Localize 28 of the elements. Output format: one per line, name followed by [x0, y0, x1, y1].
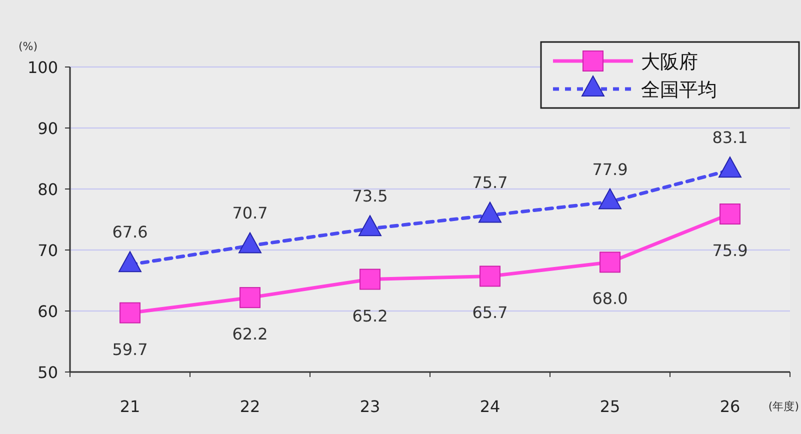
- y-tick-label: 90: [38, 119, 58, 138]
- data-label: 75.9: [712, 241, 748, 260]
- legend-label: 大阪府: [641, 51, 698, 73]
- y-tick-label: 60: [38, 302, 58, 321]
- x-tick-label: 24: [480, 397, 500, 416]
- x-axis-title: (年度): [768, 400, 799, 413]
- data-label: 67.6: [112, 222, 148, 242]
- data-label: 77.9: [592, 160, 628, 179]
- legend-label: 全国平均: [641, 79, 717, 101]
- data-label: 59.7: [112, 340, 148, 359]
- x-tick-label: 23: [360, 397, 380, 416]
- y-tick-label: 80: [38, 180, 58, 199]
- x-tick-label: 25: [600, 397, 620, 416]
- y-axis-title: (%): [18, 40, 38, 53]
- data-label: 65.7: [472, 303, 508, 322]
- y-tick-label: 70: [38, 241, 58, 260]
- y-tick-label: 100: [27, 58, 58, 77]
- y-tick-label: 50: [38, 363, 58, 382]
- x-tick-label: 26: [720, 397, 740, 416]
- data-label: 73.5: [352, 186, 388, 206]
- data-label: 62.2: [232, 324, 268, 344]
- data-label: 68.0: [592, 289, 628, 308]
- x-tick-label: 21: [120, 397, 140, 416]
- data-label: 65.2: [352, 306, 388, 326]
- data-label: 70.7: [232, 204, 268, 223]
- x-tick-label: 22: [240, 397, 260, 416]
- data-label: 75.7: [472, 173, 508, 192]
- data-label: 83.1: [712, 128, 748, 148]
